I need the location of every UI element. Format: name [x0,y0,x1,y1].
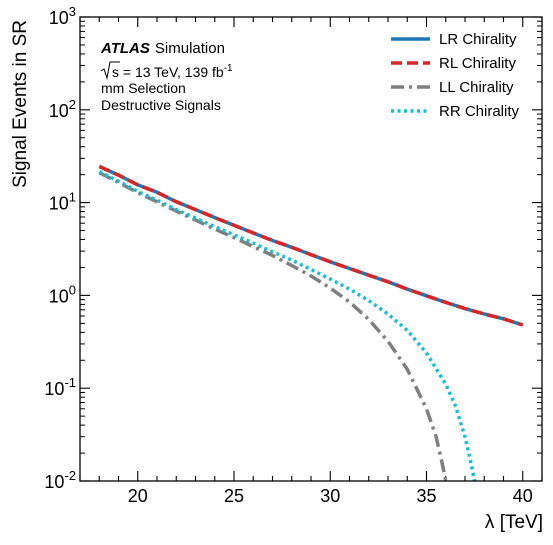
y-tick-label: 10-1 [44,375,76,399]
energy-line: s = 13 TeV, 139 fb-1 [112,63,233,80]
selection-label: mm Selection [101,80,186,96]
y-tick-label: 102 [49,97,76,121]
x-tick-label: 25 [224,486,244,506]
legend-label-lr-chirality: LR Chirality [439,31,517,48]
atlas-annotation: ATLAS Simulation s = 13 TeV, 139 fb-1 mm … [100,40,233,113]
x-tick-label: 40 [513,486,533,506]
minor-ticks [79,17,543,481]
energy-text: s = 13 TeV, 139 fb [112,64,224,80]
x-axis-label: λ [TeV] [485,512,543,533]
sqrt-symbol [100,61,120,80]
simulation-label: Simulation [155,40,225,57]
legend-label-rl-chirality: RL Chirality [439,55,516,72]
x-tick-label: 30 [320,486,340,506]
atlas-label-line: ATLAS Simulation [100,40,225,57]
x-tick-label: 35 [416,486,436,506]
y-axis-label: Signal Events in SR [10,20,31,188]
y-tick-label: 101 [49,190,76,214]
plot-frame [79,16,543,482]
x-tick-label: 20 [128,486,148,506]
legend: LR Chirality RL Chirality LL Chirality RR C… [391,31,520,120]
series-line-rl-chirality [98,164,524,327]
legend-label-ll-chirality: LL Chirality [439,79,514,96]
signal-type-label: Destructive Signals [101,97,221,113]
legend-label-rr-chirality: RR Chirality [439,103,520,120]
x-tick-labels: 20 25 30 35 40 [128,486,533,506]
y-tick-label: 100 [49,282,76,306]
y-tick-label: 10-2 [44,468,76,492]
atlas-label: ATLAS [100,40,150,57]
series-line-rr-chirality [98,170,477,481]
luminosity-unit-exponent: -1 [224,63,233,74]
y-tick-labels: 10-2 10-1 100 101 102 103 [44,4,76,492]
y-tick-label: 103 [49,4,76,28]
series-layer [98,164,524,481]
